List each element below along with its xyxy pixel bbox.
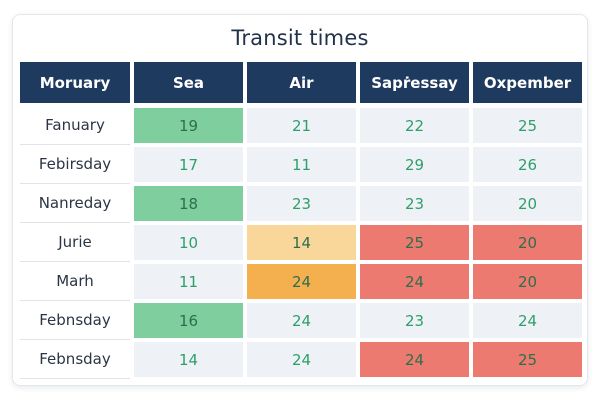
heatmap-cell: 24: [360, 264, 469, 299]
heatmap-cell: 24: [473, 303, 582, 338]
heatmap-cell: 25: [473, 108, 582, 143]
row-label: Febnsday: [20, 340, 130, 379]
row-label: Marh: [20, 262, 130, 301]
row-label: Febirsday: [20, 145, 130, 184]
heatmap-cell: 18: [134, 186, 243, 221]
heatmap-cell: 23: [247, 186, 356, 221]
heatmap-cell: 24: [247, 342, 356, 377]
heatmap-cell: 23: [360, 186, 469, 221]
heatmap-cell: 23: [360, 303, 469, 338]
heatmap-cell: 14: [247, 225, 356, 260]
heatmap-cell: 19: [134, 108, 243, 143]
heatmap-cell: 21: [247, 108, 356, 143]
heatmap-cell: 24: [360, 342, 469, 377]
heatmap-cell: 17: [134, 147, 243, 182]
heatmap-cell: 22: [360, 108, 469, 143]
column-header: Sea: [134, 62, 243, 103]
row-label: Febnsday: [20, 301, 130, 340]
heatmap-cell: 24: [247, 303, 356, 338]
column-header: Air: [247, 62, 356, 103]
heatmap-cell: 26: [473, 147, 582, 182]
heatmap-table: Moruary Sea Air Sapṙessay Oxpember Fanuary 19…: [20, 62, 582, 380]
heatmap-cell: 20: [473, 186, 582, 221]
heatmap-cell: 20: [473, 225, 582, 260]
row-label: Jurie: [20, 223, 130, 262]
heatmap-cell: 20: [473, 264, 582, 299]
heatmap-cell: 25: [473, 342, 582, 377]
heatmap-cell: 14: [134, 342, 243, 377]
heatmap-cell: 11: [247, 147, 356, 182]
heatmap-cell: 11: [134, 264, 243, 299]
heatmap-cell: 24: [247, 264, 356, 299]
chart-title: Transit times: [231, 26, 369, 50]
column-header: Sapṙessay: [360, 62, 469, 103]
heatmap-cell: 25: [360, 225, 469, 260]
corner-header: Moruary: [20, 62, 130, 103]
heatmap-cell: 10: [134, 225, 243, 260]
column-header: Oxpember: [473, 62, 582, 103]
heatmap-cell: 29: [360, 147, 469, 182]
row-label: Fanuary: [20, 106, 130, 145]
heatmap-cell: 16: [134, 303, 243, 338]
row-label: Nanreday: [20, 184, 130, 223]
